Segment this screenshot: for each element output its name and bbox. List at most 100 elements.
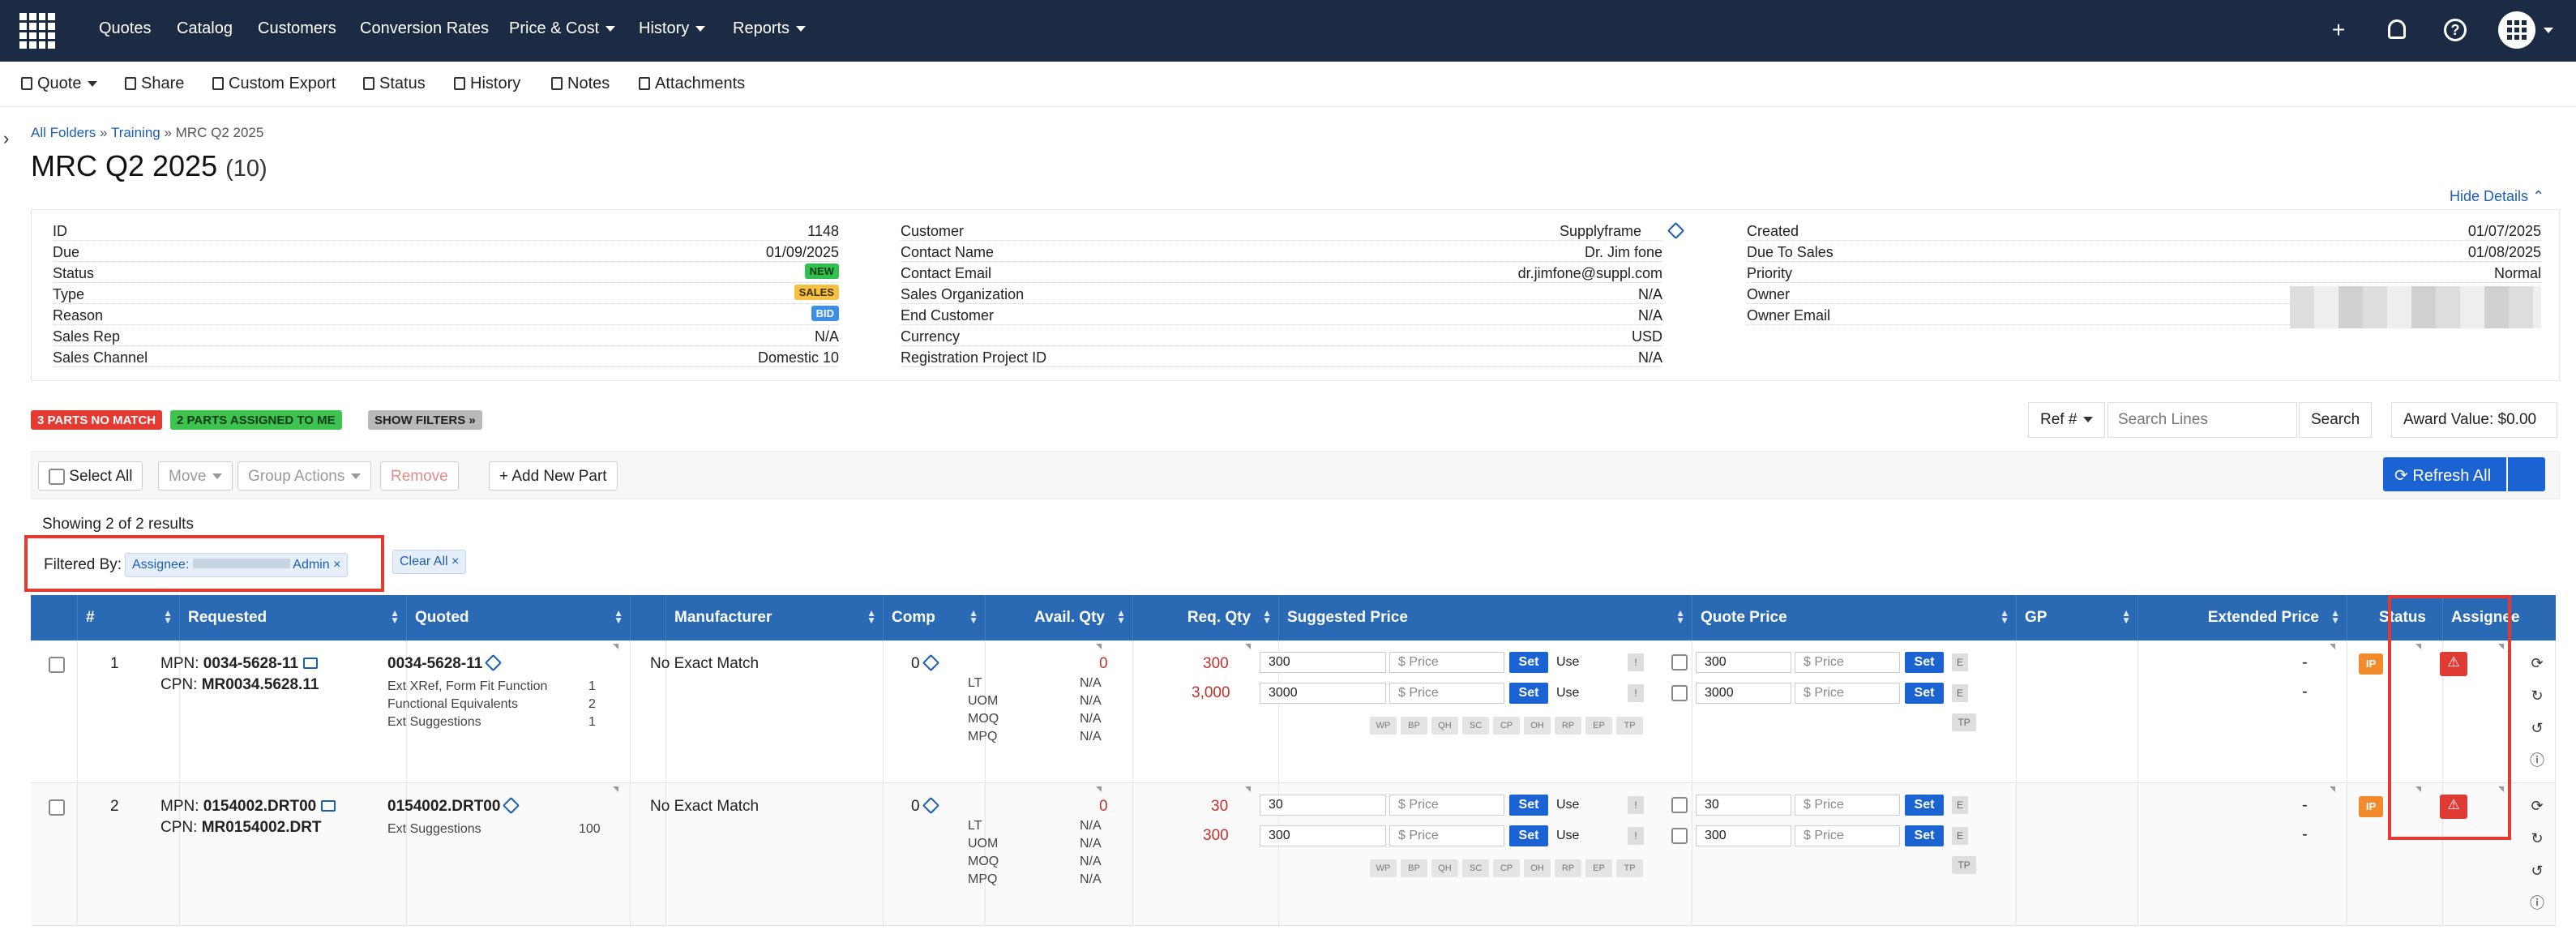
assignee-warning-icon[interactable]: ⚠ bbox=[2440, 652, 2467, 676]
remove-button[interactable]: Remove bbox=[380, 461, 459, 491]
close-icon[interactable]: × bbox=[451, 555, 460, 568]
refresh-icon[interactable]: ⟳ bbox=[2531, 655, 2544, 671]
refresh-all-button[interactable]: ⟳ Refresh All bbox=[2383, 457, 2506, 491]
nav-catalog[interactable]: Catalog bbox=[177, 19, 233, 37]
price-tag[interactable]: QH bbox=[1431, 859, 1458, 877]
quote-set-button[interactable]: Set bbox=[1905, 652, 1944, 673]
quote-set-button[interactable]: Set bbox=[1905, 825, 1944, 846]
edit-badge[interactable]: E bbox=[1952, 796, 1968, 814]
tp-badge[interactable]: TP bbox=[1952, 856, 1976, 874]
help-icon[interactable]: ? bbox=[2441, 16, 2469, 44]
history-button[interactable]: History bbox=[454, 75, 520, 93]
info-badge[interactable]: ! bbox=[1628, 827, 1644, 845]
edit-badge[interactable]: E bbox=[1952, 827, 1968, 845]
cube-icon[interactable] bbox=[922, 653, 939, 672]
quote-set-button[interactable]: Set bbox=[1905, 795, 1944, 816]
attachments-button[interactable]: Attachments bbox=[639, 75, 745, 93]
header-avail-qty[interactable]: Avail. Qty ▲ ▼ bbox=[986, 595, 1133, 641]
mpn-value[interactable]: 0034-5628-11 bbox=[203, 655, 299, 672]
search-button[interactable]: Search bbox=[2299, 402, 2372, 438]
suggested-price-input[interactable]: $ Price bbox=[1389, 683, 1504, 704]
info-badge[interactable]: ! bbox=[1628, 684, 1644, 702]
use-button[interactable]: Use bbox=[1556, 655, 1580, 669]
group-actions-dropdown[interactable]: Group Actions bbox=[237, 461, 372, 491]
suggested-qty-input[interactable]: 30 bbox=[1260, 795, 1386, 816]
quote-price-input[interactable]: $ Price bbox=[1795, 795, 1900, 816]
price-tag[interactable]: EP bbox=[1585, 717, 1612, 735]
breadcrumb-training[interactable]: Training bbox=[110, 125, 160, 140]
folder-icon[interactable] bbox=[303, 658, 319, 669]
header-num[interactable]: # ▲ ▼ bbox=[78, 595, 180, 641]
quote-price-input[interactable]: $ Price bbox=[1795, 683, 1900, 704]
ref-select[interactable]: Ref # bbox=[2028, 402, 2106, 438]
info-badge[interactable]: ! bbox=[1628, 653, 1644, 671]
use-button[interactable]: Use bbox=[1556, 798, 1580, 812]
set-button[interactable]: Set bbox=[1509, 683, 1548, 704]
header-requested[interactable]: Requested ▲ ▼ bbox=[180, 595, 407, 641]
nav-history[interactable]: History bbox=[639, 19, 706, 38]
header-assignee[interactable]: Assignee bbox=[2443, 595, 2556, 641]
plus-icon[interactable]: + bbox=[2331, 17, 2346, 42]
history-icon[interactable]: ↺ bbox=[2531, 863, 2544, 879]
quote-qty-input[interactable]: 3000 bbox=[1696, 683, 1791, 704]
search-lines-input[interactable]: Search Lines bbox=[2107, 402, 2297, 438]
tp-badge[interactable]: TP bbox=[1952, 713, 1976, 731]
header-suggested-price[interactable]: Suggested Price ▲ ▼ bbox=[1279, 595, 1692, 641]
cube-icon[interactable] bbox=[922, 796, 939, 815]
cube-icon[interactable] bbox=[1667, 221, 1685, 240]
refresh-icon[interactable]: ⟳ bbox=[2531, 798, 2544, 814]
clear-all-chip[interactable]: Clear All × bbox=[392, 550, 467, 574]
custom-export-button[interactable]: Custom Export bbox=[212, 75, 336, 93]
set-button[interactable]: Set bbox=[1509, 825, 1548, 846]
nav-reports[interactable]: Reports bbox=[733, 19, 807, 38]
status-button[interactable]: Status bbox=[363, 75, 426, 93]
use-button[interactable]: Use bbox=[1556, 829, 1580, 842]
price-tag[interactable]: TP bbox=[1616, 717, 1643, 735]
quote-set-button[interactable]: Set bbox=[1905, 683, 1944, 704]
price-tag[interactable]: OH bbox=[1524, 717, 1551, 735]
checkbox[interactable] bbox=[49, 468, 65, 485]
mpn-value[interactable]: 0154002.DRT00 bbox=[203, 798, 317, 815]
quoted-mpn[interactable]: 0034-5628-11 bbox=[387, 655, 483, 672]
suggested-qty-input[interactable]: 3000 bbox=[1260, 683, 1386, 704]
history-icon[interactable]: ↺ bbox=[2531, 720, 2544, 736]
reassign-icon[interactable]: ↻ bbox=[2531, 830, 2544, 846]
assignee-filter-chip[interactable]: Assignee: Admin × bbox=[125, 553, 349, 577]
price-tag[interactable]: EP bbox=[1585, 859, 1612, 877]
quote-qty-input[interactable]: 300 bbox=[1696, 825, 1791, 846]
price-tag[interactable]: TP bbox=[1616, 859, 1643, 877]
quote-line-checkbox[interactable] bbox=[1671, 797, 1688, 813]
price-tag[interactable]: RP bbox=[1555, 717, 1581, 735]
set-button[interactable]: Set bbox=[1509, 652, 1548, 673]
breadcrumb-all-folders[interactable]: All Folders bbox=[31, 125, 96, 140]
edit-badge[interactable]: E bbox=[1952, 653, 1968, 671]
notes-button[interactable]: Notes bbox=[551, 75, 610, 93]
price-tag[interactable]: SC bbox=[1462, 859, 1489, 877]
price-tag[interactable]: OH bbox=[1524, 859, 1551, 877]
quoted-mpn[interactable]: 0154002.DRT00 bbox=[387, 798, 501, 815]
quote-price-input[interactable]: $ Price bbox=[1795, 652, 1900, 673]
info-badge[interactable]: ! bbox=[1628, 796, 1644, 814]
assigned-to-me-filter[interactable]: 2 PARTS ASSIGNED TO ME bbox=[170, 410, 342, 430]
no-match-filter[interactable]: 3 PARTS NO MATCH bbox=[31, 410, 163, 430]
header-manufacturer[interactable]: Manufacturer ▲ ▼ bbox=[666, 595, 884, 641]
cube-icon[interactable] bbox=[485, 653, 503, 672]
app-logo-icon[interactable] bbox=[19, 13, 55, 49]
show-filters-button[interactable]: SHOW FILTERS » bbox=[368, 410, 482, 430]
header-req-qty[interactable]: Req. Qty ▲ ▼ bbox=[1133, 595, 1279, 641]
row-checkbox[interactable] bbox=[49, 657, 65, 673]
share-button[interactable]: Share bbox=[125, 75, 184, 93]
info-icon[interactable]: ⓘ bbox=[2530, 895, 2544, 911]
suggested-qty-input[interactable]: 300 bbox=[1260, 825, 1386, 846]
quote-qty-input[interactable]: 30 bbox=[1696, 795, 1791, 816]
header-quoted[interactable]: Quoted ▲ ▼ bbox=[407, 595, 631, 641]
move-dropdown[interactable]: Move bbox=[158, 461, 233, 491]
price-tag[interactable]: SC bbox=[1462, 717, 1489, 735]
price-tag[interactable]: RP bbox=[1555, 859, 1581, 877]
quote-line-checkbox[interactable] bbox=[1671, 685, 1688, 701]
status-badge[interactable]: IP bbox=[2359, 796, 2383, 817]
nav-quotes[interactable]: Quotes bbox=[99, 19, 152, 37]
quote-qty-input[interactable]: 300 bbox=[1696, 652, 1791, 673]
header-comp[interactable]: Comp ▲ ▼ bbox=[884, 595, 986, 641]
chevron-down-icon[interactable] bbox=[2544, 28, 2553, 33]
